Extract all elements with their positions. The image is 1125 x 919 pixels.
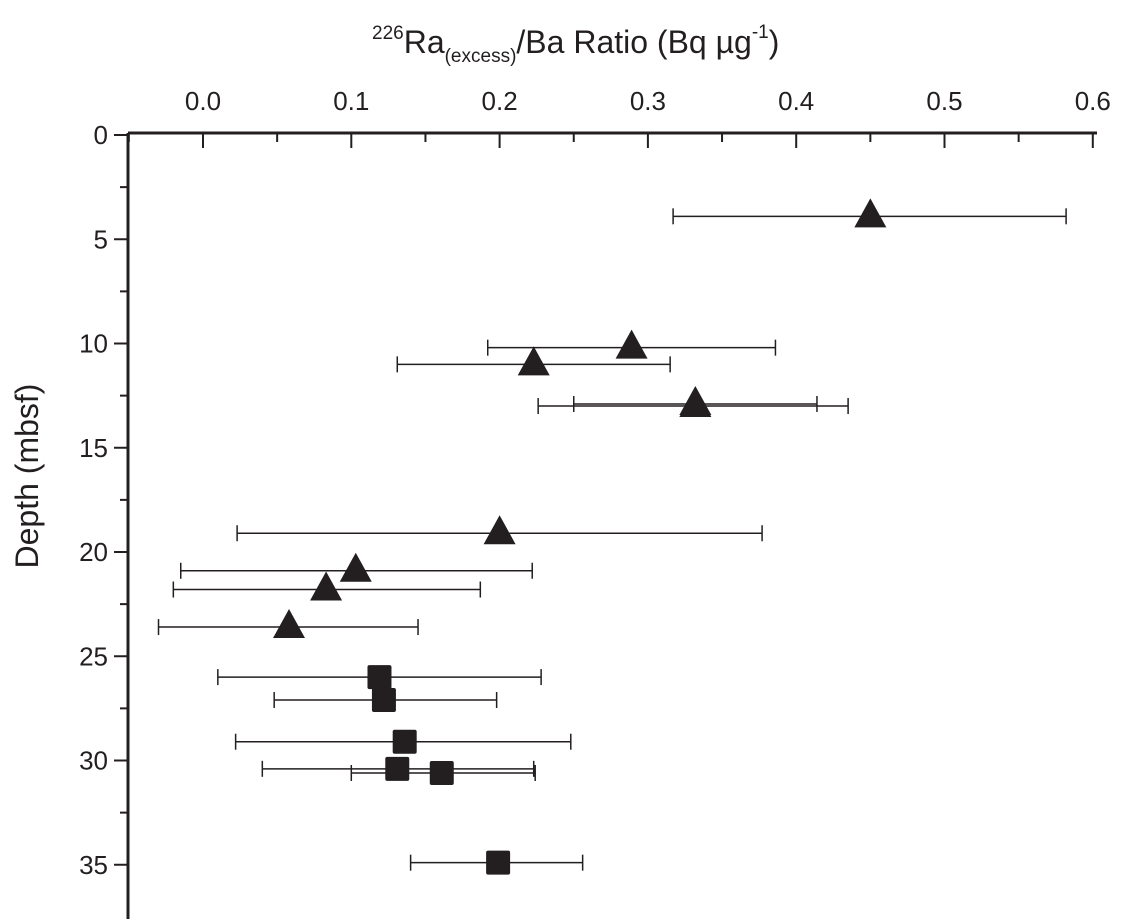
y-tick-label: 15 <box>79 433 108 463</box>
square-marker <box>371 688 396 713</box>
x-tick-label: 0.0 <box>185 86 221 116</box>
title-subscript: (excess) <box>445 46 517 67</box>
triangle-marker <box>339 552 372 582</box>
y-tick-label: 30 <box>79 746 108 776</box>
title-rest: /Ba Ratio (Bq µg <box>516 24 751 60</box>
chart-title: 226Ra(excess)/Ba Ratio (Bq µg-1) <box>372 22 779 67</box>
x-tick-label: 0.2 <box>482 86 518 116</box>
title-isotope-mass: 226 <box>372 23 404 44</box>
y-axis-label: Depth (mbsf) <box>9 384 45 569</box>
y-tick-label: 20 <box>79 537 108 567</box>
triangle-marker <box>517 346 550 376</box>
error-bars <box>157 208 1067 871</box>
data-markers <box>273 198 887 875</box>
y-tick-label: 35 <box>79 850 108 880</box>
x-tick-label: 0.5 <box>926 86 962 116</box>
triangle-marker <box>310 571 343 601</box>
y-tick-label: 5 <box>94 224 108 254</box>
square-marker <box>486 850 511 875</box>
title-close: ) <box>769 24 780 60</box>
triangle-marker <box>854 198 887 228</box>
triangle-marker <box>679 388 712 418</box>
square-marker <box>429 761 454 786</box>
axes: 0.0 0.1 0.2 0.3 0.4 0.5 0.6 0 5 10 15 20 25 30 35 <box>79 86 1111 919</box>
title-element: Ra <box>404 24 445 60</box>
x-tick-label: 0.1 <box>333 86 369 116</box>
y-tick-label: 0 <box>94 120 108 150</box>
square-marker <box>385 756 410 781</box>
triangle-marker <box>483 515 516 545</box>
triangle-marker <box>273 609 306 639</box>
triangle-marker <box>615 329 648 359</box>
title-exponent: -1 <box>752 22 769 43</box>
x-tick-label: 0.3 <box>630 86 666 116</box>
y-tick-label: 25 <box>79 641 108 671</box>
square-marker <box>392 729 417 754</box>
x-tick-label: 0.6 <box>1075 86 1111 116</box>
y-tick-label: 10 <box>79 329 108 359</box>
x-tick-label: 0.4 <box>778 86 814 116</box>
square-marker <box>367 665 392 690</box>
